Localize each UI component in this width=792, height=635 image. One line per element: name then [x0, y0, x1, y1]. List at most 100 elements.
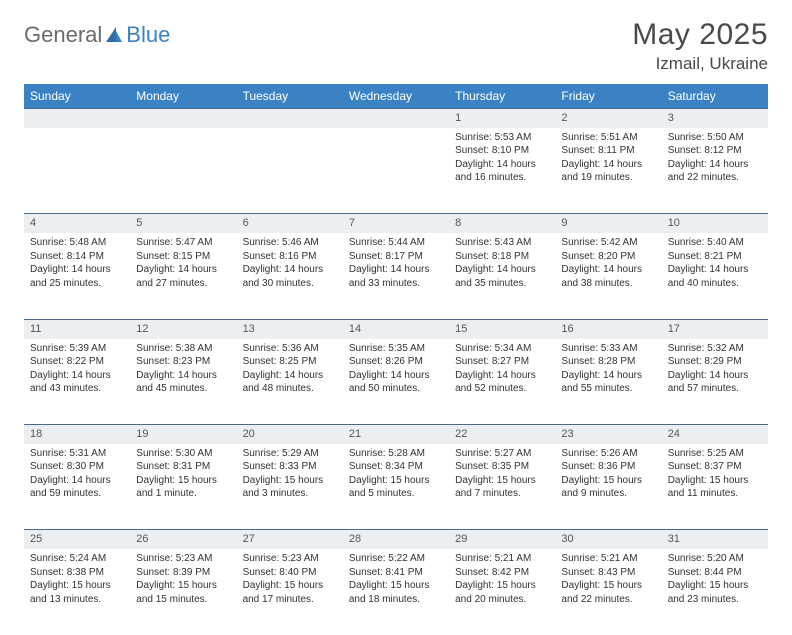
sunrise-text: Sunrise: 5:48 AM — [30, 236, 124, 250]
day-number: 31 — [662, 530, 768, 549]
sunrise-text: Sunrise: 5:21 AM — [455, 552, 549, 566]
day-number: 19 — [130, 425, 236, 444]
day-number: 8 — [449, 214, 555, 233]
sunset-text: Sunset: 8:22 PM — [30, 355, 124, 369]
day-cell — [24, 128, 130, 214]
day-number: 23 — [555, 425, 661, 444]
sunset-text: Sunset: 8:41 PM — [349, 566, 443, 580]
sunrise-text: Sunrise: 5:28 AM — [349, 447, 443, 461]
daylight-text: Daylight: 15 hours and 13 minutes. — [30, 579, 124, 606]
sunrise-text: Sunrise: 5:22 AM — [349, 552, 443, 566]
day-number — [130, 109, 236, 128]
sunset-text: Sunset: 8:43 PM — [561, 566, 655, 580]
day-cell: Sunrise: 5:48 AMSunset: 8:14 PMDaylight:… — [24, 233, 130, 319]
day-cell: Sunrise: 5:22 AMSunset: 8:41 PMDaylight:… — [343, 549, 449, 635]
day-cell: Sunrise: 5:53 AMSunset: 8:10 PMDaylight:… — [449, 128, 555, 214]
sunrise-text: Sunrise: 5:24 AM — [30, 552, 124, 566]
day-cell: Sunrise: 5:43 AMSunset: 8:18 PMDaylight:… — [449, 233, 555, 319]
daylight-text: Daylight: 15 hours and 18 minutes. — [349, 579, 443, 606]
day-number — [343, 109, 449, 128]
sunrise-text: Sunrise: 5:42 AM — [561, 236, 655, 250]
sunrise-text: Sunrise: 5:29 AM — [243, 447, 337, 461]
sunrise-text: Sunrise: 5:50 AM — [668, 131, 762, 145]
day-number: 6 — [237, 214, 343, 233]
day-cell: Sunrise: 5:44 AMSunset: 8:17 PMDaylight:… — [343, 233, 449, 319]
day-cell: Sunrise: 5:34 AMSunset: 8:27 PMDaylight:… — [449, 339, 555, 425]
day-number: 13 — [237, 319, 343, 338]
daylight-text: Daylight: 14 hours and 35 minutes. — [455, 263, 549, 290]
day-cell: Sunrise: 5:26 AMSunset: 8:36 PMDaylight:… — [555, 444, 661, 530]
day-header: Monday — [130, 84, 236, 109]
day-cell: Sunrise: 5:28 AMSunset: 8:34 PMDaylight:… — [343, 444, 449, 530]
day-number: 14 — [343, 319, 449, 338]
daylight-text: Daylight: 14 hours and 45 minutes. — [136, 369, 230, 396]
sunrise-text: Sunrise: 5:32 AM — [668, 342, 762, 356]
sunset-text: Sunset: 8:26 PM — [349, 355, 443, 369]
daylight-text: Daylight: 15 hours and 5 minutes. — [349, 474, 443, 501]
day-content-row: Sunrise: 5:31 AMSunset: 8:30 PMDaylight:… — [24, 444, 768, 530]
day-number: 20 — [237, 425, 343, 444]
calendar-body: 123Sunrise: 5:53 AMSunset: 8:10 PMDaylig… — [24, 109, 768, 635]
day-cell: Sunrise: 5:27 AMSunset: 8:35 PMDaylight:… — [449, 444, 555, 530]
daylight-text: Daylight: 14 hours and 57 minutes. — [668, 369, 762, 396]
daylight-text: Daylight: 15 hours and 20 minutes. — [455, 579, 549, 606]
sunrise-text: Sunrise: 5:36 AM — [243, 342, 337, 356]
daylight-text: Daylight: 14 hours and 25 minutes. — [30, 263, 124, 290]
daylight-text: Daylight: 14 hours and 43 minutes. — [30, 369, 124, 396]
day-number-row: 11121314151617 — [24, 319, 768, 338]
sunrise-text: Sunrise: 5:23 AM — [243, 552, 337, 566]
sunset-text: Sunset: 8:34 PM — [349, 460, 443, 474]
brand-logo: General Blue — [24, 22, 170, 48]
day-content-row: Sunrise: 5:24 AMSunset: 8:38 PMDaylight:… — [24, 549, 768, 635]
day-number — [237, 109, 343, 128]
daylight-text: Daylight: 14 hours and 19 minutes. — [561, 158, 655, 185]
daylight-text: Daylight: 14 hours and 40 minutes. — [668, 263, 762, 290]
day-cell: Sunrise: 5:23 AMSunset: 8:39 PMDaylight:… — [130, 549, 236, 635]
day-number: 18 — [24, 425, 130, 444]
daylight-text: Daylight: 14 hours and 27 minutes. — [136, 263, 230, 290]
day-content-row: Sunrise: 5:39 AMSunset: 8:22 PMDaylight:… — [24, 339, 768, 425]
day-cell: Sunrise: 5:40 AMSunset: 8:21 PMDaylight:… — [662, 233, 768, 319]
daylight-text: Daylight: 14 hours and 16 minutes. — [455, 158, 549, 185]
day-number: 2 — [555, 109, 661, 128]
page-header: General Blue May 2025 Izmail, Ukraine — [24, 18, 768, 74]
brand-part1: General — [24, 22, 102, 48]
day-number: 27 — [237, 530, 343, 549]
day-header: Tuesday — [237, 84, 343, 109]
day-cell: Sunrise: 5:31 AMSunset: 8:30 PMDaylight:… — [24, 444, 130, 530]
day-cell: Sunrise: 5:47 AMSunset: 8:15 PMDaylight:… — [130, 233, 236, 319]
sunset-text: Sunset: 8:31 PM — [136, 460, 230, 474]
day-number: 12 — [130, 319, 236, 338]
sunset-text: Sunset: 8:23 PM — [136, 355, 230, 369]
daylight-text: Daylight: 14 hours and 55 minutes. — [561, 369, 655, 396]
sunrise-text: Sunrise: 5:38 AM — [136, 342, 230, 356]
daylight-text: Daylight: 14 hours and 50 minutes. — [349, 369, 443, 396]
sunrise-text: Sunrise: 5:43 AM — [455, 236, 549, 250]
sunset-text: Sunset: 8:38 PM — [30, 566, 124, 580]
sunset-text: Sunset: 8:44 PM — [668, 566, 762, 580]
sunset-text: Sunset: 8:17 PM — [349, 250, 443, 264]
day-cell: Sunrise: 5:35 AMSunset: 8:26 PMDaylight:… — [343, 339, 449, 425]
daylight-text: Daylight: 15 hours and 22 minutes. — [561, 579, 655, 606]
day-cell: Sunrise: 5:21 AMSunset: 8:43 PMDaylight:… — [555, 549, 661, 635]
day-cell: Sunrise: 5:50 AMSunset: 8:12 PMDaylight:… — [662, 128, 768, 214]
sunset-text: Sunset: 8:21 PM — [668, 250, 762, 264]
sunset-text: Sunset: 8:27 PM — [455, 355, 549, 369]
day-cell: Sunrise: 5:29 AMSunset: 8:33 PMDaylight:… — [237, 444, 343, 530]
day-cell: Sunrise: 5:23 AMSunset: 8:40 PMDaylight:… — [237, 549, 343, 635]
daylight-text: Daylight: 15 hours and 9 minutes. — [561, 474, 655, 501]
day-number-row: 123 — [24, 109, 768, 128]
day-number: 3 — [662, 109, 768, 128]
day-number: 4 — [24, 214, 130, 233]
daylight-text: Daylight: 14 hours and 59 minutes. — [30, 474, 124, 501]
sunrise-text: Sunrise: 5:51 AM — [561, 131, 655, 145]
day-cell: Sunrise: 5:33 AMSunset: 8:28 PMDaylight:… — [555, 339, 661, 425]
day-header: Sunday — [24, 84, 130, 109]
sunrise-text: Sunrise: 5:35 AM — [349, 342, 443, 356]
sunset-text: Sunset: 8:20 PM — [561, 250, 655, 264]
sunrise-text: Sunrise: 5:34 AM — [455, 342, 549, 356]
day-content-row: Sunrise: 5:48 AMSunset: 8:14 PMDaylight:… — [24, 233, 768, 319]
day-number — [24, 109, 130, 128]
day-cell: Sunrise: 5:21 AMSunset: 8:42 PMDaylight:… — [449, 549, 555, 635]
day-number: 26 — [130, 530, 236, 549]
